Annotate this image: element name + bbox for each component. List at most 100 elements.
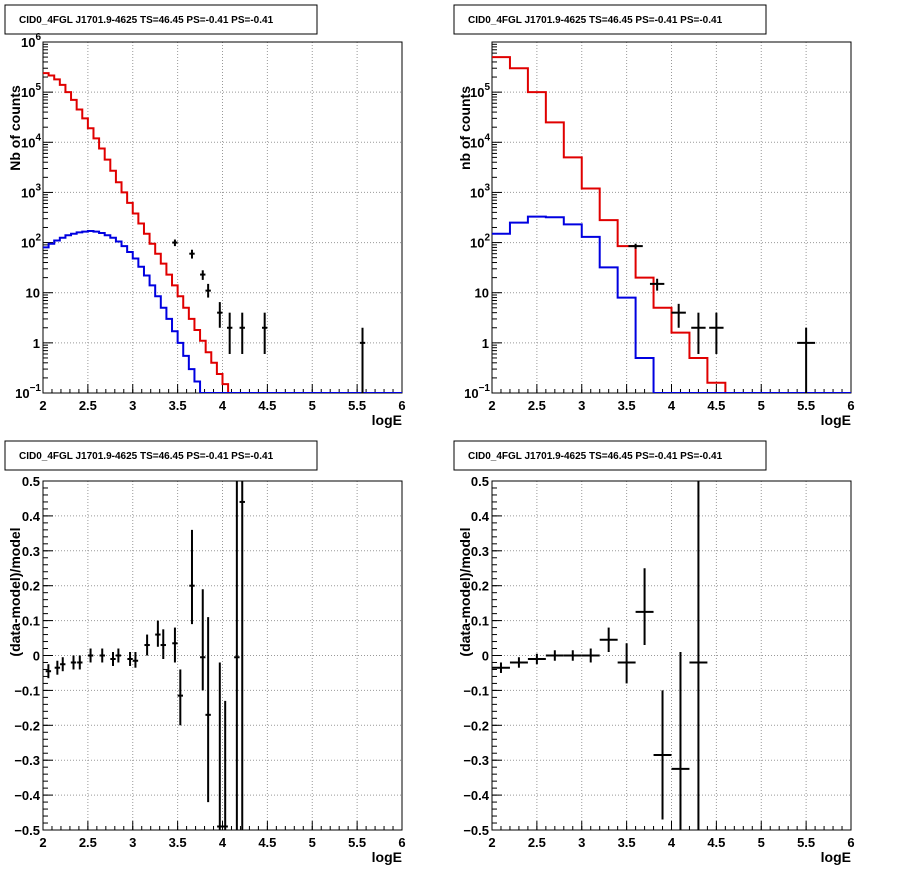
y-tick-label: 1 <box>33 336 40 351</box>
data-point <box>599 627 618 653</box>
data-point <box>177 669 184 726</box>
data-point <box>617 643 636 684</box>
data-point <box>200 589 206 691</box>
x-tick-label: 5 <box>758 398 765 413</box>
y-tick-label: 10−1 <box>464 383 490 401</box>
y-axis-label: (data-model)/model <box>7 527 23 656</box>
x-tick-label: 2.5 <box>528 398 546 413</box>
plot-data-area <box>43 72 402 393</box>
plot-frame <box>42 480 403 831</box>
x-tick-label: 3 <box>129 398 136 413</box>
x-axis-label: logE <box>372 412 402 428</box>
x-tick-label: 6 <box>847 398 854 413</box>
data-point <box>492 662 510 673</box>
x-tick-label: 4.5 <box>258 835 276 850</box>
x-axis-label: logE <box>372 849 402 865</box>
y-tick-label: 104 <box>21 132 41 150</box>
plot-frame <box>491 480 852 831</box>
chart-panel-2: CID0_4FGL J1701.9-4625 TS=46.45 PS=-0.41… <box>453 4 855 428</box>
y-tick-label: 0.1 <box>471 614 489 629</box>
y-tick-label: 103 <box>21 182 41 200</box>
plot-data-area <box>492 481 708 830</box>
y-tick-label: −0.2 <box>14 718 40 733</box>
chart-title: CID0_4FGL J1701.9-4625 TS=46.45 PS=-0.41… <box>468 451 723 462</box>
data-point <box>45 664 52 679</box>
data-point <box>87 648 94 663</box>
chart-title: CID0_4FGL J1701.9-4625 TS=46.45 PS=-0.41… <box>19 15 274 26</box>
y-axis-label: (data-model)/model <box>457 527 473 656</box>
y-tick-label: 10 <box>475 286 489 301</box>
x-tick-label: 4 <box>668 398 676 413</box>
x-tick-label: 3.5 <box>618 398 636 413</box>
data-point <box>689 481 708 830</box>
y-tick-label: 0.4 <box>471 509 490 524</box>
y-tick-label: 0.1 <box>22 614 40 629</box>
chart-panel-4: CID0_4FGL J1701.9-4625 TS=46.45 PS=-0.41… <box>453 440 855 865</box>
data-point <box>527 653 546 665</box>
x-tick-label: 5 <box>309 398 316 413</box>
data-point <box>127 652 133 666</box>
plot-data-area <box>45 481 245 830</box>
x-tick-label: 2 <box>39 835 46 850</box>
data-point <box>563 650 582 661</box>
x-tick-label: 2.5 <box>79 398 97 413</box>
title-box <box>453 440 767 471</box>
model-source-step-line <box>43 230 402 393</box>
x-tick-label: 5.5 <box>797 835 815 850</box>
y-tick-label: 0 <box>33 649 40 664</box>
y-tick-label: 0.4 <box>22 509 41 524</box>
x-tick-label: 6 <box>847 835 854 850</box>
y-tick-label: 10−1 <box>15 383 41 401</box>
data-point <box>222 700 228 830</box>
x-tick-label: 6 <box>398 835 405 850</box>
x-tick-label: 3.5 <box>618 835 636 850</box>
data-point <box>226 312 233 354</box>
title-box <box>4 4 318 35</box>
title-box <box>4 440 318 471</box>
chart-title: CID0_4FGL J1701.9-4625 TS=46.45 PS=-0.41… <box>19 451 274 462</box>
model-total-step-line <box>492 56 851 393</box>
x-tick-label: 2.5 <box>528 835 546 850</box>
model-source-step-line <box>492 215 851 393</box>
x-tick-label: 2.5 <box>79 835 97 850</box>
chart-title: CID0_4FGL J1701.9-4625 TS=46.45 PS=-0.41… <box>468 15 723 26</box>
chart-panel-3: CID0_4FGL J1701.9-4625 TS=46.45 PS=-0.41… <box>4 440 406 865</box>
data-point <box>239 312 245 354</box>
model-total-step-line <box>43 72 402 393</box>
y-tick-label: −0.1 <box>463 683 489 698</box>
y-tick-label: 1 <box>482 336 489 351</box>
data-point <box>653 690 672 820</box>
data-point <box>797 327 816 393</box>
data-point <box>200 270 206 280</box>
y-tick-label: 105 <box>470 82 490 100</box>
x-tick-label: 3 <box>578 398 585 413</box>
y-tick-label: 102 <box>21 233 41 251</box>
x-tick-label: 2 <box>488 835 495 850</box>
y-axis-label: Nb of counts <box>7 85 23 171</box>
y-tick-label: 0.5 <box>22 474 40 489</box>
x-tick-label: 4 <box>668 835 676 850</box>
data-point <box>671 652 690 830</box>
y-tick-label: −0.2 <box>463 718 489 733</box>
x-axis-label: logE <box>821 412 851 428</box>
y-tick-label: −0.5 <box>463 823 489 838</box>
x-tick-label: 4.5 <box>707 835 725 850</box>
data-point <box>234 481 240 830</box>
data-point <box>649 278 665 291</box>
data-point <box>110 652 116 666</box>
y-axis-label: nb of counts <box>457 86 473 170</box>
x-tick-label: 4 <box>219 398 227 413</box>
data-point <box>189 249 195 259</box>
data-point <box>155 620 161 647</box>
data-point <box>99 648 105 663</box>
data-point <box>709 312 724 354</box>
title-box <box>453 4 767 35</box>
x-tick-label: 3.5 <box>169 398 187 413</box>
data-point <box>509 657 528 668</box>
data-point <box>261 312 268 354</box>
y-tick-label: 10 <box>26 286 40 301</box>
plot-data-area <box>492 56 851 393</box>
y-tick-label: 0 <box>482 649 489 664</box>
